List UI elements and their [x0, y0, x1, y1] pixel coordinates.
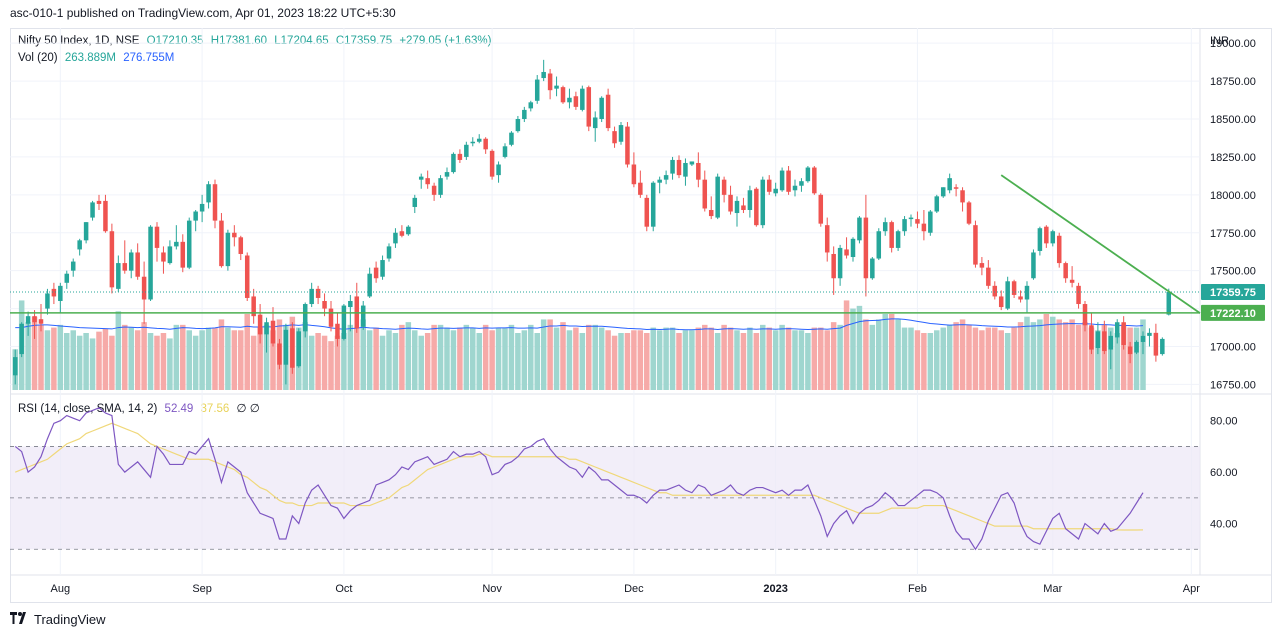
- price-legend: Nifty 50 Index, 1D, NSE O17210.35 H17381…: [18, 35, 495, 47]
- tradingview-logo[interactable]: TradingView: [10, 611, 106, 627]
- rsi-sma-value: 37.56: [200, 403, 230, 415]
- tradingview-logo-text: TradingView: [34, 611, 106, 627]
- published-caption: asc-010-1 published on TradingView.com, …: [10, 6, 396, 20]
- rsi-legend: RSI (14, close, SMA, 14, 2) 52.49 37.56 …: [18, 401, 264, 415]
- rsi-extra-value: ∅ ∅: [236, 403, 260, 415]
- volume-ma-value: 276.755M: [123, 52, 175, 64]
- volume-value: 263.889M: [64, 52, 116, 64]
- volume-label: Vol (20): [18, 52, 58, 64]
- symbol-title: Nifty 50 Index, 1D, NSE: [18, 35, 140, 47]
- volume-legend: Vol (20) 263.889M 276.755M: [18, 52, 178, 64]
- open-value: O17210.35: [146, 35, 204, 47]
- chart-frame: [10, 28, 1272, 603]
- change-value: +279.05 (+1.63%): [399, 35, 492, 47]
- rsi-label: RSI (14, close, SMA, 14, 2): [18, 403, 158, 415]
- rsi-value: 52.49: [164, 403, 194, 415]
- high-value: H17381.60: [210, 35, 268, 47]
- close-value: C17359.75: [335, 35, 393, 47]
- tradingview-logo-icon: [10, 611, 30, 627]
- low-value: L17204.65: [274, 35, 329, 47]
